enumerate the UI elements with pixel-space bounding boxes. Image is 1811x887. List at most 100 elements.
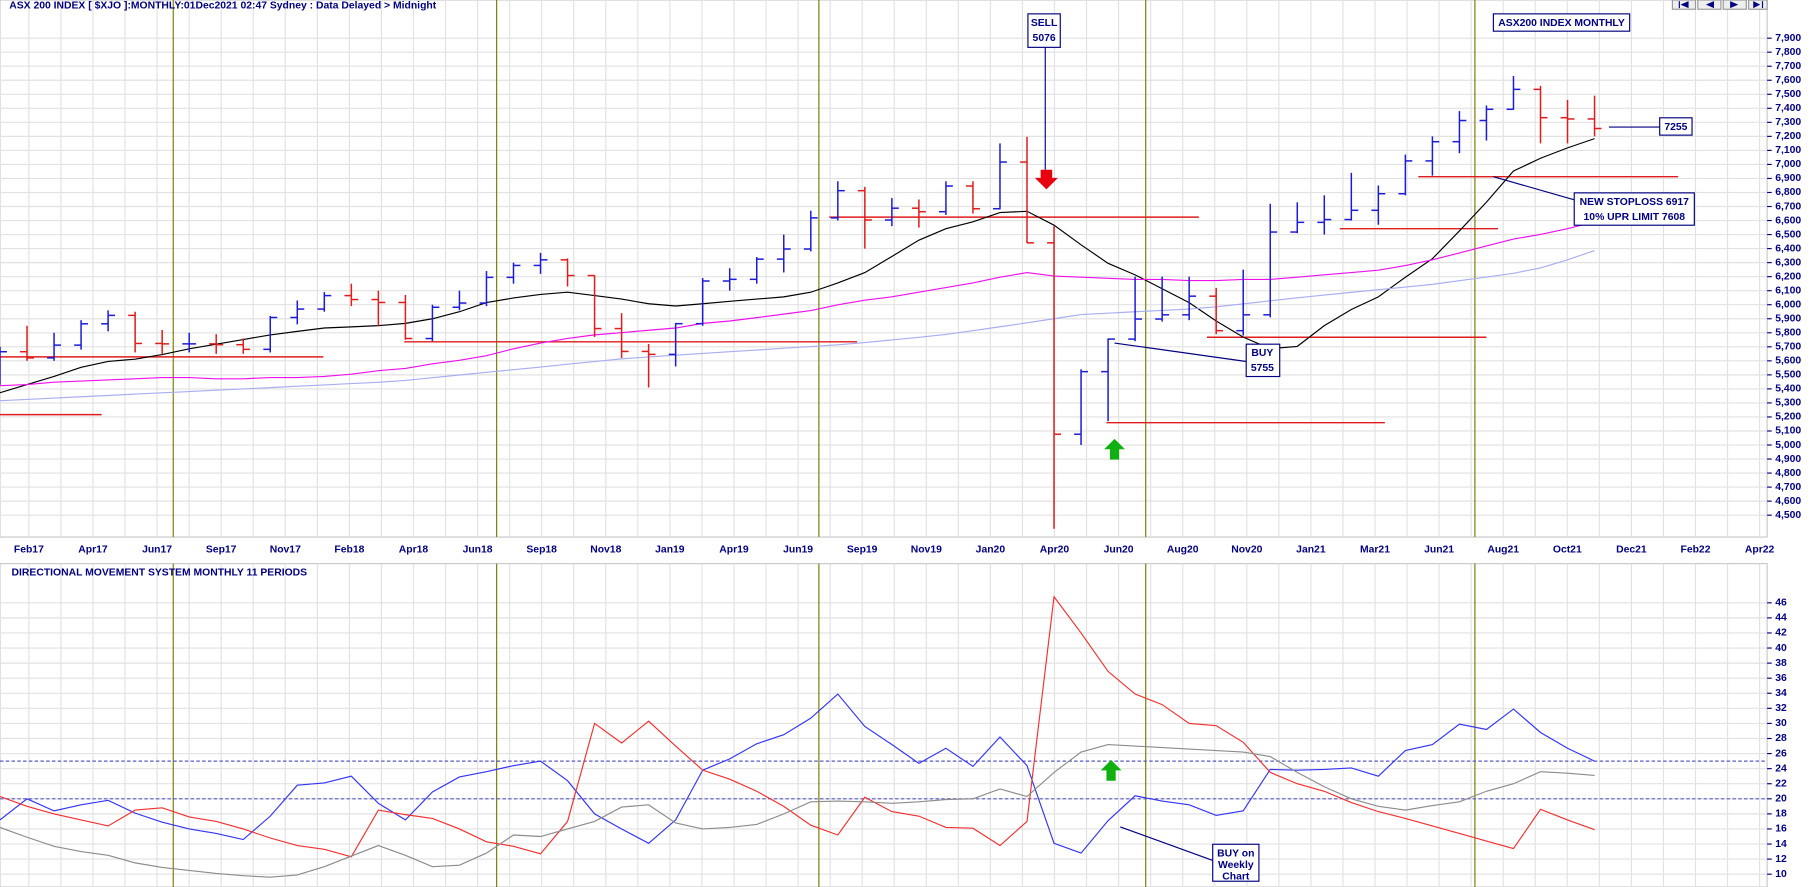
y-tick-label: 28: [1775, 733, 1787, 744]
stop-lines: [0, 176, 1679, 424]
y-tick-label: 5,600: [1775, 356, 1801, 367]
line: [0, 595, 1595, 858]
y-tick-label: 5,700: [1775, 342, 1801, 353]
line: [0, 221, 1595, 387]
y-tick-label: 5,900: [1775, 314, 1801, 325]
y-tick-label: 40: [1775, 643, 1787, 654]
y-tick-label: 34: [1775, 688, 1787, 699]
annotation-text: Chart: [1222, 871, 1250, 882]
y-tick-label: 22: [1775, 778, 1787, 789]
last-price-annotation: 7255: [1608, 117, 1693, 136]
x-tick-label: Feb17: [14, 545, 44, 556]
y-tick-label: 7,900: [1775, 33, 1801, 44]
y-tick-label: 6,000: [1775, 299, 1801, 310]
panel-title: DIRECTIONAL MOVEMENT SYSTEM MONTHLY 11 P…: [12, 568, 308, 579]
x-tick-label: Jun18: [463, 545, 493, 556]
y-tick-label: 6,800: [1775, 187, 1801, 198]
y-tick-label: 16: [1775, 824, 1787, 835]
x-tick-label: Jun17: [142, 545, 172, 556]
y-tick-label: 7,400: [1775, 103, 1801, 114]
y-tick-label: 20: [1775, 794, 1787, 805]
y-tick-label: 5,400: [1775, 384, 1801, 395]
y-tick-label: 7,000: [1775, 159, 1801, 170]
y-tick-label: 38: [1775, 658, 1787, 669]
annotation-text: SELL: [1031, 18, 1058, 29]
y-tick-label: 32: [1775, 703, 1787, 714]
y-tick-label: 12: [1775, 854, 1787, 865]
nav-buttons[interactable]: [1671, 0, 1768, 10]
x-tick-label: Jan21: [1296, 545, 1326, 556]
annotation-text: 7255: [1664, 122, 1687, 133]
line: [0, 250, 1595, 402]
annotation-text: 5755: [1251, 363, 1274, 374]
y-tick-label: 7,800: [1775, 47, 1801, 58]
olive-lines: [172, 0, 1476, 887]
x-tick-label: Apr19: [719, 545, 749, 556]
x-tick-label: Nov17: [270, 545, 301, 556]
y-tick-label: 4,900: [1775, 454, 1801, 465]
y-tick-label: 5,100: [1775, 426, 1801, 437]
y-tick-label: 6,200: [1775, 271, 1801, 282]
y-tick-label: 7,500: [1775, 89, 1801, 100]
y-tick-label: 26: [1775, 748, 1787, 759]
x-tick-label: Aug20: [1167, 545, 1199, 556]
y-tick-label: 6,700: [1775, 201, 1801, 212]
grid: [0, 0, 1768, 887]
annotation-text: 10% UPR LIMIT 7608: [1584, 212, 1686, 223]
x-tick-label: Nov19: [911, 545, 942, 556]
y-tick-label: 24: [1775, 763, 1787, 774]
annotation-text: BUY on: [1217, 848, 1254, 859]
y-tick-label: 46: [1775, 598, 1787, 609]
y-tick-label: 7,600: [1775, 75, 1801, 86]
annotation-text: ASX200 INDEX MONTHLY: [1498, 18, 1625, 29]
y-tick-label: 5,000: [1775, 440, 1801, 451]
annotation-text: Weekly: [1218, 860, 1254, 871]
annotation-text: BUY: [1251, 348, 1273, 359]
annotation-text: 5076: [1033, 33, 1056, 44]
x-tick-label: Apr18: [399, 545, 429, 556]
y-tick-label: 6,300: [1775, 257, 1801, 268]
y-tick-label: 14: [1775, 839, 1787, 850]
y-tick-label: 36: [1775, 673, 1787, 684]
x-tick-label: Apr22: [1745, 545, 1775, 556]
x-tick-label: Aug21: [1487, 545, 1519, 556]
y-tick-label: 42: [1775, 628, 1787, 639]
x-tick-label: Dec21: [1616, 545, 1647, 556]
y-tick-label: 44: [1775, 613, 1787, 624]
y-tick-label: 7,700: [1775, 61, 1801, 72]
line: [0, 693, 1595, 854]
y-tick-label: 5,300: [1775, 398, 1801, 409]
x-tick-label: Mar21: [1360, 545, 1390, 556]
y-tick-label: 5,200: [1775, 412, 1801, 423]
x-tick-label: Apr17: [78, 545, 108, 556]
line: [0, 743, 1595, 878]
x-tick-label: Apr20: [1040, 545, 1070, 556]
buy-annotation: BUY 5755: [1104, 342, 1281, 460]
x-tick-label: Feb22: [1681, 545, 1711, 556]
sell-annotation: SELL 5076: [1027, 13, 1061, 190]
y-tick-label: 4,800: [1775, 468, 1801, 479]
x-tick-label: Sep19: [847, 545, 878, 556]
y-tick-label: 6,100: [1775, 285, 1801, 296]
x-tick-label: Jun19: [783, 545, 813, 556]
chart-title: ASX 200 INDEX [ $XJO ]:MONTHLY:01Dec2021…: [9, 1, 437, 12]
y-tick-label: 6,600: [1775, 215, 1801, 226]
line: [0, 138, 1595, 394]
y-tick-label: 4,500: [1775, 510, 1801, 521]
y-tick-label: 4,600: [1775, 496, 1801, 507]
y-tick-label: 5,500: [1775, 370, 1801, 381]
x-tick-label: Oct21: [1553, 545, 1582, 556]
y-tick-label: 4,700: [1775, 482, 1801, 493]
x-tick-label: Jun21: [1424, 545, 1454, 556]
y-tick-label: 7,200: [1775, 131, 1801, 142]
y-tick-label: 6,500: [1775, 229, 1801, 240]
y-tick-label: 7,100: [1775, 145, 1801, 156]
x-tick-label: Sep17: [206, 545, 237, 556]
x-tick-label: Jan20: [976, 545, 1006, 556]
y-tick-label: 10: [1775, 869, 1787, 880]
y-tick-label: 5,800: [1775, 328, 1801, 339]
y-tick-label: 6,400: [1775, 243, 1801, 254]
